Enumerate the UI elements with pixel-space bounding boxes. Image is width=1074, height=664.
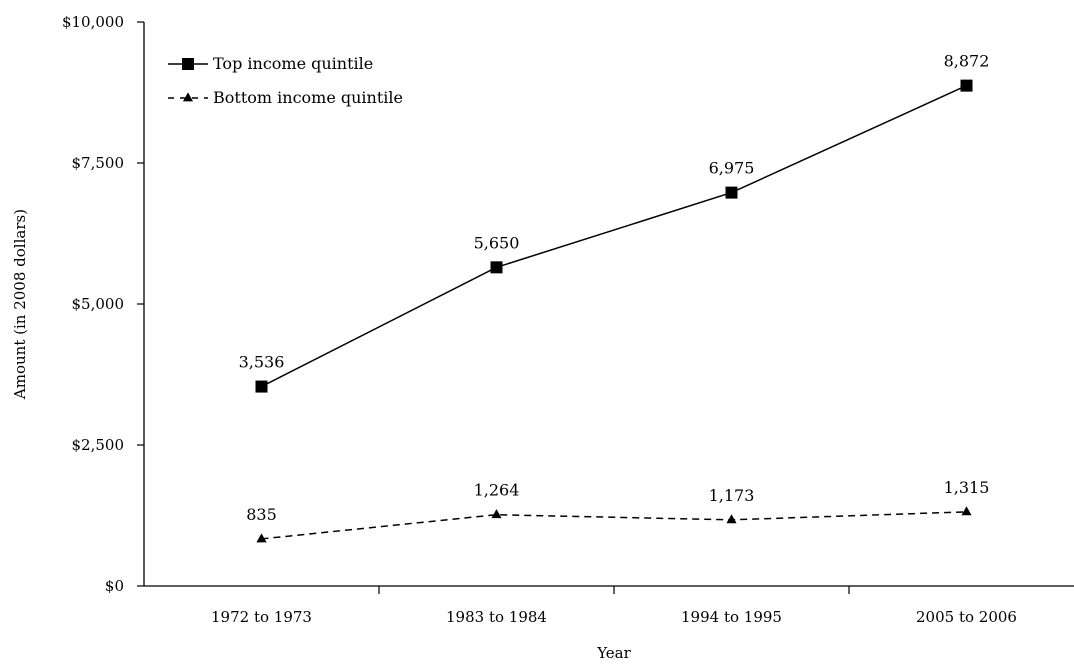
- data-point: [961, 506, 972, 516]
- data-point: [256, 533, 267, 543]
- data-point: [725, 186, 738, 199]
- data-label: 1,264: [474, 481, 520, 500]
- y-ticks: $0 $2,500 $5,000 $7,500 $10,000: [62, 13, 144, 595]
- data-labels: 3,536 5,650 6,975 8,872 835 1,264 1,173 1,315: [239, 52, 990, 524]
- y-tick-label: $0: [105, 577, 124, 595]
- data-label: 1,173: [709, 486, 755, 505]
- y-axis-label: Amount (in 2008 dollars): [11, 209, 29, 400]
- legend-marker: [182, 92, 194, 102]
- series-line-top-income-quintile: [261, 84, 967, 388]
- x-ticks: 1972 to 1973 1983 to 1984 1994 to 1995 2005…: [211, 586, 1017, 626]
- legend-item: Top income quintile: [168, 54, 373, 73]
- data-point: [726, 514, 737, 524]
- x-tick-label: 1972 to 1973: [211, 608, 312, 626]
- x-tick-label: 1983 to 1984: [446, 608, 547, 626]
- y-tick-label: $10,000: [62, 13, 124, 31]
- series-bottom-income-quintile: [256, 506, 972, 543]
- data-label: 5,650: [474, 233, 520, 252]
- series-top-income-quintile: [255, 79, 973, 393]
- series-layer: [255, 79, 973, 543]
- data-label: 1,315: [944, 478, 990, 497]
- data-point: [491, 509, 502, 519]
- data-label: 8,872: [944, 52, 990, 71]
- y-tick-label: $2,500: [72, 436, 125, 454]
- series-line-bottom-income-quintile: [261, 511, 967, 540]
- x-axis-label: Year: [596, 644, 631, 662]
- legend-label: Bottom income quintile: [213, 88, 403, 107]
- legend-item: Bottom income quintile: [168, 88, 403, 107]
- legend-label: Top income quintile: [213, 54, 373, 73]
- data-label: 3,536: [239, 353, 285, 372]
- y-tick-label: $5,000: [72, 295, 125, 313]
- data-label: 6,975: [709, 159, 755, 178]
- data-point: [960, 79, 973, 92]
- data-point: [255, 380, 268, 393]
- x-tick-label: 1994 to 1995: [681, 608, 782, 626]
- y-tick-label: $7,500: [72, 154, 125, 172]
- data-label: 835: [246, 505, 277, 524]
- x-tick-label: 2005 to 2006: [916, 608, 1017, 626]
- legend-marker: [182, 58, 194, 70]
- legend: Top income quintile Bottom income quintil…: [168, 54, 403, 107]
- data-point: [490, 261, 503, 274]
